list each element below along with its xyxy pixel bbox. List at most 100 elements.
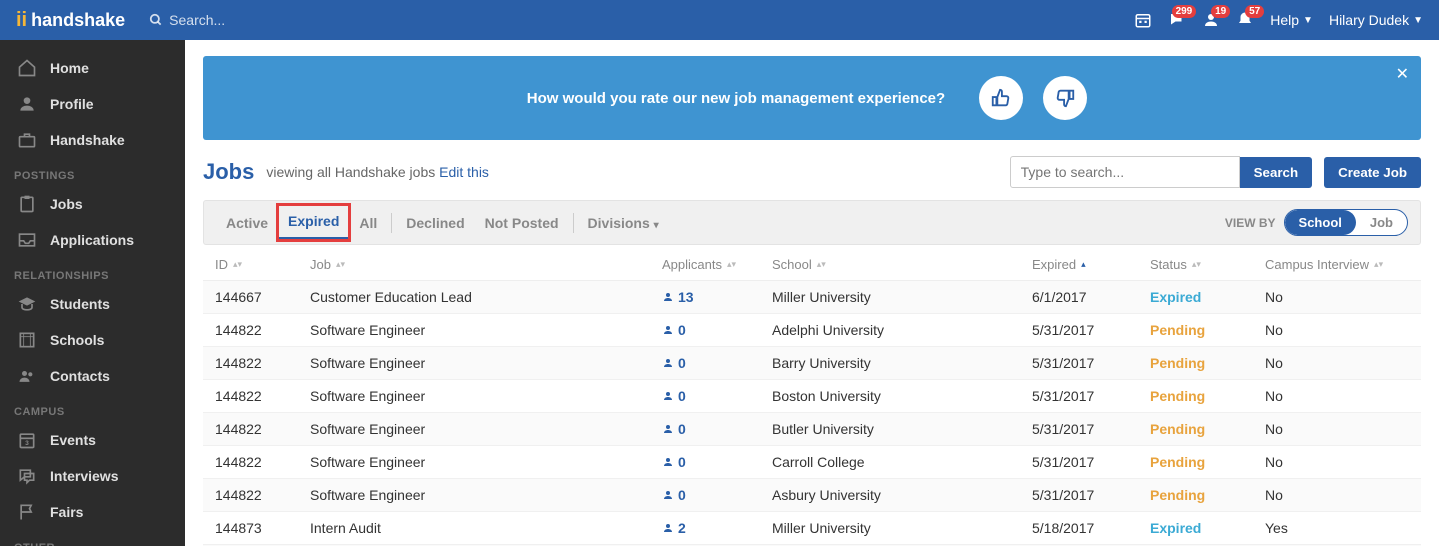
sidebar-item-label: Schools <box>50 332 104 348</box>
col-school[interactable]: School▴▾ <box>772 257 1032 272</box>
banner-text: How would you rate our new job managemen… <box>527 90 945 107</box>
cell-school: Butler University <box>772 421 1032 437</box>
sidebar-item-handshake[interactable]: Handshake <box>0 122 185 158</box>
cell-school: Boston University <box>772 388 1032 404</box>
page-header: Jobs viewing all Handshake jobs Edit thi… <box>203 156 1421 188</box>
top-icons: 299 19 57 Help▼ Hilary Dudek▼ <box>1134 11 1423 29</box>
building-icon <box>16 330 38 350</box>
logo[interactable]: ii handshake <box>16 9 125 32</box>
cell-campus: No <box>1265 487 1405 503</box>
messages-icon[interactable]: 299 <box>1168 11 1186 29</box>
col-campus[interactable]: Campus Interview▴▾ <box>1265 257 1405 272</box>
cell-id: 144822 <box>215 487 310 503</box>
thumbs-up-button[interactable] <box>979 76 1023 120</box>
flag-icon <box>16 502 38 522</box>
divider <box>391 213 392 233</box>
cell-campus: No <box>1265 289 1405 305</box>
notifications-icon[interactable]: 57 <box>1236 11 1254 29</box>
cell-school: Miller University <box>772 520 1032 536</box>
cell-applicants[interactable]: 0 <box>662 421 772 437</box>
cell-expired: 5/31/2017 <box>1032 322 1150 338</box>
cell-applicants[interactable]: 0 <box>662 487 772 503</box>
col-id[interactable]: ID▴▾ <box>215 257 310 272</box>
divider <box>573 213 574 233</box>
cell-expired: 5/31/2017 <box>1032 487 1150 503</box>
people-icon <box>16 366 38 386</box>
cell-applicants[interactable]: 0 <box>662 355 772 371</box>
cell-job: Intern Audit <box>310 520 662 536</box>
sidebar-item-students[interactable]: Students <box>0 286 185 322</box>
close-icon[interactable]: ✕ <box>1396 64 1409 84</box>
cell-applicants[interactable]: 13 <box>662 289 772 305</box>
sidebar-item-fairs[interactable]: Fairs <box>0 494 185 530</box>
page-subtitle: viewing all Handshake jobs Edit this <box>266 164 489 180</box>
user-icon <box>662 324 674 336</box>
sidebar-item-label: Profile <box>50 96 94 112</box>
sidebar-item-events[interactable]: 3 Events <box>0 422 185 458</box>
viewby-job[interactable]: Job <box>1356 210 1407 235</box>
col-applicants[interactable]: Applicants▴▾ <box>662 257 772 272</box>
sidebar-item-jobs[interactable]: Jobs <box>0 186 185 222</box>
table-row[interactable]: 144822Software Engineer0Asbury Universit… <box>203 479 1421 512</box>
sidebar-item-applications[interactable]: Applications <box>0 222 185 258</box>
sidebar-item-label: Contacts <box>50 368 110 384</box>
search-button[interactable]: Search <box>1240 157 1312 188</box>
edit-link[interactable]: Edit this <box>439 164 489 180</box>
calendar-icon: 3 <box>16 430 38 450</box>
tabs-row: Active Expired All Declined Not Posted D… <box>203 200 1421 245</box>
tab-declined[interactable]: Declined <box>396 207 474 239</box>
table-row[interactable]: 144822Software Engineer0Carroll College5… <box>203 446 1421 479</box>
help-link[interactable]: Help▼ <box>1270 12 1313 28</box>
sidebar-item-home[interactable]: Home <box>0 50 185 86</box>
jobs-search-input[interactable] <box>1010 156 1240 188</box>
col-job[interactable]: Job▴▾ <box>310 257 662 272</box>
col-status[interactable]: Status▴▾ <box>1150 257 1265 272</box>
messages-badge: 299 <box>1172 5 1197 18</box>
sidebar-item-profile[interactable]: Profile <box>0 86 185 122</box>
logo-icon: ii <box>16 9 27 32</box>
cell-expired: 5/31/2017 <box>1032 355 1150 371</box>
contacts-icon[interactable]: 19 <box>1202 11 1220 29</box>
table-row[interactable]: 144822Software Engineer0Barry University… <box>203 347 1421 380</box>
table-row[interactable]: 144873Intern Audit2Miller University5/18… <box>203 512 1421 545</box>
user-icon <box>662 390 674 402</box>
cell-campus: Yes <box>1265 520 1405 536</box>
cell-school: Miller University <box>772 289 1032 305</box>
cell-status: Pending <box>1150 322 1265 338</box>
user-icon <box>662 291 674 303</box>
tab-notposted[interactable]: Not Posted <box>475 207 569 239</box>
table-row[interactable]: 144667Customer Education Lead13Miller Un… <box>203 281 1421 314</box>
sidebar-header-relationships: RELATIONSHIPS <box>0 258 185 286</box>
cell-applicants[interactable]: 0 <box>662 388 772 404</box>
table-row[interactable]: 144822Software Engineer0Butler Universit… <box>203 413 1421 446</box>
sidebar-header-other: OTHER <box>0 530 185 546</box>
cell-applicants[interactable]: 2 <box>662 520 772 536</box>
cell-status: Pending <box>1150 487 1265 503</box>
sidebar-item-contacts[interactable]: Contacts <box>0 358 185 394</box>
col-expired[interactable]: Expired▴ <box>1032 257 1150 272</box>
sidebar-item-schools[interactable]: Schools <box>0 322 185 358</box>
tab-expired[interactable]: Expired <box>278 205 349 240</box>
sidebar-item-label: Events <box>50 432 96 448</box>
cell-id: 144667 <box>215 289 310 305</box>
create-job-button[interactable]: Create Job <box>1324 157 1421 188</box>
cell-applicants[interactable]: 0 <box>662 322 772 338</box>
calendar-icon[interactable] <box>1134 11 1152 29</box>
tab-all[interactable]: All <box>349 207 387 239</box>
table-row[interactable]: 144822Software Engineer0Boston Universit… <box>203 380 1421 413</box>
viewby-school[interactable]: School <box>1285 210 1356 235</box>
sidebar-item-label: Students <box>50 296 110 312</box>
cell-status: Pending <box>1150 454 1265 470</box>
tab-active[interactable]: Active <box>216 207 278 239</box>
cell-status: Pending <box>1150 388 1265 404</box>
thumbs-down-button[interactable] <box>1043 76 1087 120</box>
sidebar-item-interviews[interactable]: Interviews <box>0 458 185 494</box>
global-search[interactable]: Search... <box>149 12 225 28</box>
cell-job: Software Engineer <box>310 421 662 437</box>
table-row[interactable]: 144822Software Engineer0Adelphi Universi… <box>203 314 1421 347</box>
cell-applicants[interactable]: 0 <box>662 454 772 470</box>
tab-divisions[interactable]: Divisions ▾ <box>578 207 669 239</box>
user-icon <box>662 489 674 501</box>
user-menu[interactable]: Hilary Dudek▼ <box>1329 12 1423 28</box>
cell-job: Software Engineer <box>310 355 662 371</box>
